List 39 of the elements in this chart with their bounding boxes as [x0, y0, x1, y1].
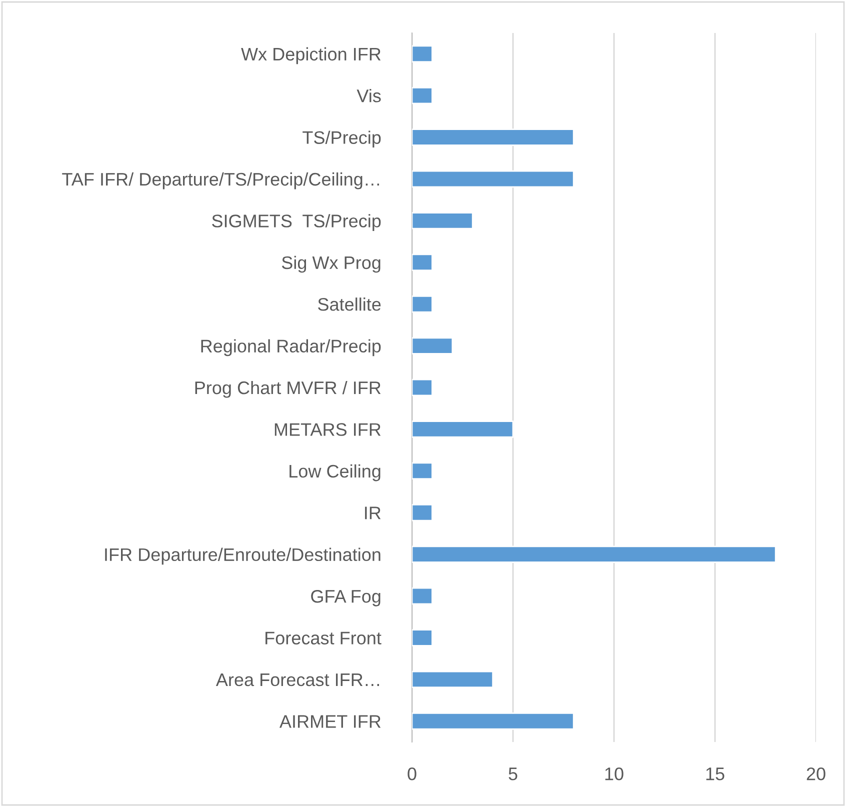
- bar: [412, 212, 474, 230]
- y-tick-label: TS/Precip: [302, 130, 381, 148]
- y-tick-label: IR: [365, 506, 381, 520]
- bar: [412, 170, 574, 188]
- x-tick-label: 15: [706, 768, 724, 780]
- y-tick-label: Prog Chart MVFR / IFR: [195, 380, 381, 398]
- y-tick-label: Wx Depiction IFR: [241, 47, 381, 64]
- y-tick-label: GFA Fog: [311, 590, 380, 606]
- bar: [412, 337, 454, 354]
- x-tick-label: 5: [508, 768, 518, 780]
- y-tick-label: SIGMETS TS/Precip: [212, 214, 381, 231]
- y-tick-label: Vis: [356, 89, 381, 102]
- bar: [412, 128, 574, 146]
- bar: [412, 45, 433, 62]
- bar: [412, 712, 574, 730]
- bar: [412, 546, 776, 563]
- x-tick-label: 20: [806, 767, 826, 780]
- bar: [412, 629, 433, 646]
- bar: [412, 378, 433, 396]
- y-tick-label: IFR Departure/Enroute/Destination: [105, 548, 380, 565]
- y-tick-label: Area Forecast IFR…: [216, 674, 379, 686]
- y-tick-label: Forecast Front: [266, 632, 382, 644]
- y-tick-label: Regional Radar/Precip: [201, 339, 381, 356]
- y-tick-label: Satellite: [318, 298, 381, 311]
- bar: [412, 254, 433, 271]
- bar: [412, 504, 433, 522]
- bar: [412, 295, 433, 313]
- bar: [412, 462, 433, 480]
- bar: [412, 587, 433, 605]
- bar: [412, 86, 433, 104]
- x-tick-label: 10: [605, 767, 624, 780]
- y-tick-label: Low Ceiling: [290, 464, 380, 482]
- x-tick-label: 0: [408, 767, 416, 780]
- y-tick-label: AIRMET IFR: [279, 715, 381, 728]
- y-tick-label: Sig Wx Prog: [282, 256, 380, 273]
- y-tick-label: TAF IFR/ Departure/TS/Precip/Ceiling…: [62, 172, 380, 190]
- y-tick-label: METARS IFR: [274, 423, 381, 436]
- bar: [412, 420, 514, 438]
- bar: [412, 670, 494, 688]
